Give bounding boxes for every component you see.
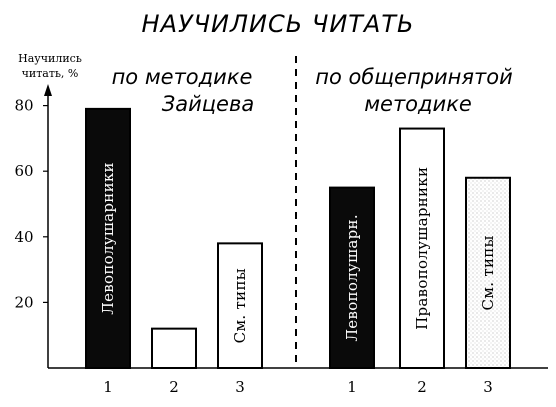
bar-group2-3 [465, 176, 511, 369]
bar-label-group1-3: См. типы [231, 268, 249, 343]
group-title-1-line-2: Зайцева [162, 92, 254, 116]
bar-label-group2-1: Левополушарн. [343, 214, 361, 341]
y-axis-arrow [44, 84, 52, 96]
y-tick-label: 20 [14, 293, 33, 311]
y-tick-label: 60 [14, 162, 33, 180]
group-title-2-line-2: методике [364, 92, 472, 116]
bar-group1-3 [217, 242, 263, 369]
bar-group2-2 [399, 127, 445, 369]
bar-label-group1-1: Левополушарники [99, 162, 117, 315]
y-tick-label: 80 [14, 97, 33, 115]
bar-group2-1 [329, 186, 375, 369]
bar-group1-1 [85, 107, 131, 369]
x-tick-label-group1-3: 3 [235, 378, 245, 396]
axes: 20 40 60 80 [14, 84, 548, 369]
bar-label-group2-3: См. типы [479, 235, 497, 310]
bar-label-group2-2: Правополушарники [413, 167, 431, 330]
x-tick-label-group1-1: 1 [103, 378, 113, 396]
x-tick-label-group2-2: 2 [417, 378, 427, 396]
y-axis-label-line-1: Научились [18, 52, 82, 65]
group-title-1-line-1: по методике [112, 65, 253, 89]
x-tick-label-group1-2: 2 [169, 378, 179, 396]
x-tick-label-group2-3: 3 [483, 378, 493, 396]
bar-group1-2 [151, 327, 197, 370]
y-axis-label-line-2: читать, % [22, 67, 79, 80]
x-tick-label-group2-1: 1 [347, 378, 357, 396]
group-title-2-line-1: по общепринятой [315, 65, 513, 89]
chart-title: НАУЧИЛИСЬ ЧИТАТЬ [142, 10, 415, 38]
bars: Левополушарники 1 2 См. типы 3 Левополушарн. 1… [85, 107, 511, 396]
y-tick-label: 40 [14, 228, 33, 246]
